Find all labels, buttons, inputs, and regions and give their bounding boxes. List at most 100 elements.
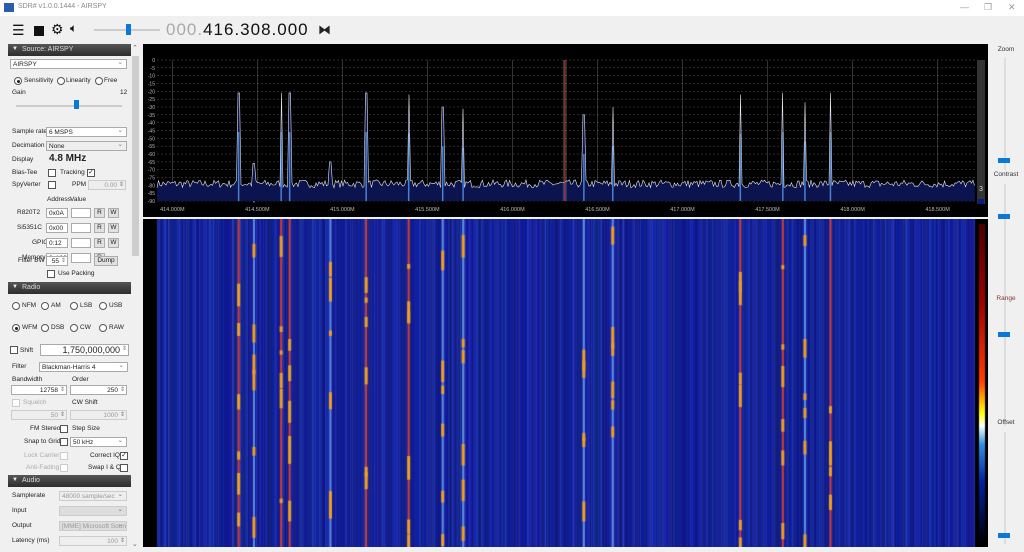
mode-raw-radio[interactable] xyxy=(99,324,107,332)
spectrum-plot[interactable]: 0 -5 -10 -15-20 -25 -30 -35 -40 -45-50 -55 -60 -65 -… xyxy=(143,44,988,217)
shift-checkbox[interactable] xyxy=(10,346,18,354)
linearity-radio[interactable] xyxy=(57,77,65,85)
step-size-label: Step Size xyxy=(72,425,100,432)
register-name: Memory xyxy=(22,254,46,261)
scroll-up-icon[interactable]: ⌃ xyxy=(132,45,138,52)
tracking-checkbox[interactable]: ✓ xyxy=(87,169,95,177)
audio-samplerate-select[interactable]: 48000 sample/sec xyxy=(59,491,127,501)
tracking-label: Tracking xyxy=(60,169,85,176)
register-write-button[interactable]: W xyxy=(108,208,119,218)
center-tune-icon[interactable]: ⧓ xyxy=(318,22,331,37)
register-read-button[interactable]: R xyxy=(94,208,105,218)
register-value-input[interactable] xyxy=(71,238,91,248)
bias-tee-checkbox[interactable] xyxy=(48,169,56,177)
spectrum-analyzer[interactable]: 0 -5 -10 -15 -20 -25 -30 -35 -40 -45 -50 -55 -60 -65 -… xyxy=(143,44,988,217)
snap-to-grid-checkbox[interactable] xyxy=(60,438,68,446)
squelch-input[interactable]: 50 xyxy=(11,410,67,420)
step-size-select[interactable]: 50 kHz xyxy=(70,437,127,447)
mode-usb-radio[interactable] xyxy=(99,302,107,310)
use-packing-checkbox[interactable] xyxy=(47,270,55,278)
mode-dsb-radio[interactable] xyxy=(41,324,49,332)
speaker-icon[interactable]: 🔈︎ xyxy=(70,21,78,35)
lock-carrier-checkbox[interactable] xyxy=(60,452,68,460)
x-tick-label: 418.500M xyxy=(925,207,950,213)
minimize-icon[interactable]: — xyxy=(960,2,969,12)
register-write-button[interactable]: W xyxy=(108,238,119,248)
contrast-slider[interactable] xyxy=(1004,184,1006,306)
scroll-down-icon[interactable]: ⌄ xyxy=(132,541,138,548)
anti-fading-checkbox[interactable] xyxy=(60,464,68,472)
waterfall-canvas[interactable] xyxy=(143,219,988,547)
dump-button[interactable]: Dump xyxy=(94,256,118,266)
register-value-input[interactable] xyxy=(71,253,91,263)
contrast-slider-thumb[interactable] xyxy=(998,214,1010,219)
fm-stereo-label: FM Stereo xyxy=(30,425,61,432)
device-select[interactable]: AIRSPY xyxy=(10,59,127,69)
filter-bw-input[interactable]: 55 xyxy=(46,256,68,266)
range-slider[interactable] xyxy=(1004,306,1006,426)
offset-label: Offset xyxy=(997,419,1015,426)
shift-input[interactable]: 1,750,000,000 xyxy=(40,344,129,356)
menu-icon[interactable]: ☰ xyxy=(12,22,25,38)
waterfall[interactable] xyxy=(143,219,988,547)
ppm-input[interactable]: 0.00 xyxy=(88,180,126,190)
offset-slider-thumb[interactable] xyxy=(998,533,1010,538)
gain-slider-thumb[interactable] xyxy=(74,100,79,109)
audio-input-select[interactable] xyxy=(59,506,127,516)
latency-input[interactable]: 100 xyxy=(59,536,127,546)
mode-wfm-radio[interactable] xyxy=(12,324,20,332)
audio-input-label: Input xyxy=(12,507,27,514)
decimation-select[interactable]: None xyxy=(46,141,127,151)
mode-am-radio[interactable] xyxy=(41,302,49,310)
register-address-input[interactable]: 0x00 xyxy=(46,223,68,233)
radio-header[interactable]: Radio xyxy=(8,282,131,294)
source-header[interactable]: Source: AIRSPY xyxy=(8,44,131,56)
gear-icon[interactable]: ⚙ xyxy=(51,21,64,37)
contrast-label: Contrast xyxy=(993,171,1019,178)
register-read-button[interactable]: R xyxy=(94,223,105,233)
order-input[interactable]: 250 xyxy=(70,385,127,395)
spyverter-label: SpyVerter xyxy=(12,181,41,188)
squelch-checkbox[interactable] xyxy=(12,399,20,407)
spyverter-checkbox[interactable] xyxy=(48,181,56,189)
x-tick-label: 415.500M xyxy=(415,207,440,213)
register-address-input[interactable]: 0x0A xyxy=(46,208,68,218)
frequency-display[interactable]: 000.416.308.000 xyxy=(166,20,309,40)
y-tick-label: -90 xyxy=(148,199,155,205)
mode-lsb-radio[interactable] xyxy=(70,302,78,310)
free-radio[interactable] xyxy=(95,77,103,85)
register-value-input[interactable] xyxy=(71,208,91,218)
fm-stereo-checkbox[interactable] xyxy=(60,425,68,433)
mode-cw-radio[interactable] xyxy=(70,324,78,332)
anti-fading-label: Anti-Fading xyxy=(26,464,60,471)
y-tick-label: -5 xyxy=(151,66,156,72)
volume-slider-thumb[interactable] xyxy=(126,24,131,35)
register-read-button[interactable]: R xyxy=(94,238,105,248)
bandwidth-input[interactable]: 12758 xyxy=(11,385,67,395)
offset-slider[interactable] xyxy=(1004,432,1006,544)
gain-slider[interactable] xyxy=(16,105,122,107)
register-value-input[interactable] xyxy=(71,223,91,233)
swap-iq-checkbox[interactable] xyxy=(120,464,128,472)
register-address-input[interactable]: 0:12 xyxy=(46,238,68,248)
audio-header[interactable]: Audio xyxy=(8,475,131,487)
range-slider-thumb[interactable] xyxy=(998,332,1010,337)
panel-scrollbar[interactable] xyxy=(131,44,140,552)
restore-icon[interactable]: ❐ xyxy=(984,2,993,12)
panel-scrollbar-thumb[interactable] xyxy=(132,56,139,256)
filter-select[interactable]: Blackman-Harris 4 xyxy=(39,362,128,372)
audio-output-select[interactable]: [MME] Microsoft Soun xyxy=(59,521,127,531)
use-packing-label: Use Packing xyxy=(58,270,95,277)
sample-rate-select[interactable]: 6 MSPS xyxy=(46,127,127,137)
correct-iq-checkbox[interactable]: ✓ xyxy=(120,452,128,460)
display-label: Display xyxy=(12,156,34,163)
close-icon[interactable]: ✕ xyxy=(1008,2,1016,12)
mode-usb-label: USB xyxy=(109,302,123,309)
cw-shift-input[interactable]: 1000 xyxy=(70,410,127,420)
sensitivity-radio[interactable] xyxy=(14,77,22,85)
zoom-slider-thumb[interactable] xyxy=(998,158,1010,163)
stop-icon[interactable] xyxy=(34,26,44,36)
mode-nfm-radio[interactable] xyxy=(12,302,20,310)
register-write-button[interactable]: W xyxy=(108,223,119,233)
zoom-slider[interactable] xyxy=(1004,58,1006,170)
